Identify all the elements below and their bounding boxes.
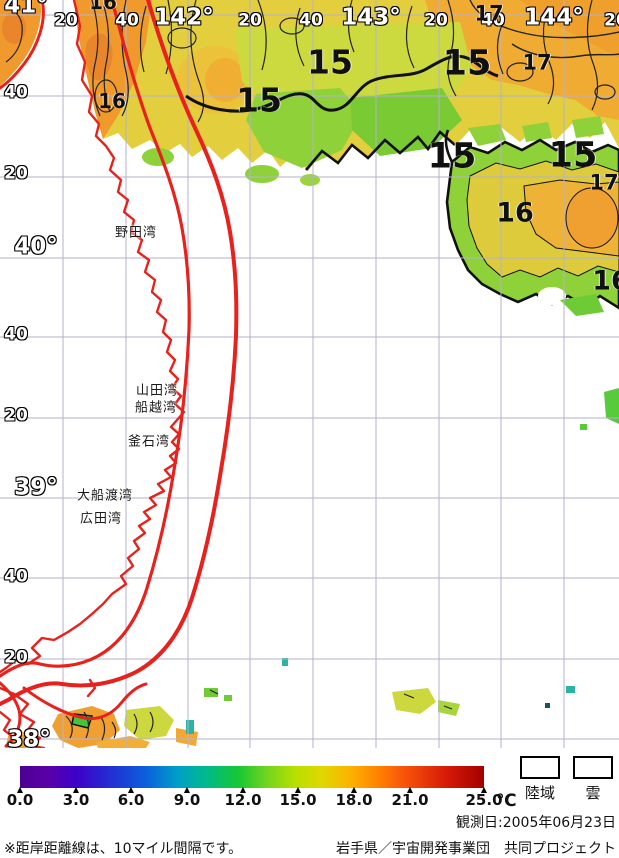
contour-value-label: 16 [592,265,619,297]
contour-value-label: 15 [442,43,492,84]
temperature-field [0,0,619,748]
contour-value-label: 16 [496,197,534,229]
longitude-label: 143° [341,4,401,31]
contour-value-label: 16 [89,0,117,14]
colorbar-tick-label: 6.0 [117,791,145,809]
latitude-label: 40 [4,82,28,103]
latitude-label: 41° [4,0,48,19]
map-legend: 陸域 雲 [520,756,619,802]
bay-name-label: 釜石湾 [127,434,171,450]
contour-value-label: 15 [548,135,598,176]
grid-lines [0,0,619,748]
tick-marker-icon: ▲ [16,785,24,794]
contour-value-label: 15 [427,136,477,177]
latitude-label: 20 [4,163,28,184]
bay-name-label: 山田湾 [135,383,179,399]
bay-name-label: 野田湾 [114,225,158,241]
latitude-label: 39° [14,474,58,501]
colorbar-tick-label: 21.0 [391,791,429,809]
tick-marker-icon: ▲ [350,785,358,794]
cloud-swatch [573,756,613,779]
temperature-contours [5,0,619,741]
cloud-label: 雲 [585,784,601,802]
colorbar-tick-label: 25.0 [465,791,503,809]
contour-value-label: 15 [236,80,282,120]
longitude-label: 20 [424,10,448,31]
contour-value-label: 17 [522,50,552,75]
tick-marker-icon: ▲ [72,785,80,794]
longitude-label: 40 [115,10,139,31]
latitude-label: 40 [4,566,28,587]
longitude-label: 20 [604,10,619,31]
colorbar-tick-label: 3.0 [62,791,90,809]
colorbar-tick-label: 18.0 [335,791,373,809]
bay-name-label: 大船渡湾 [76,488,134,504]
observation-date: 観測日:2005年06月23日 [456,815,616,831]
temperature-scale: ▲ 0.0 ▲ 3.0 ▲ 6.0 ▲ 9.0 ▲ 12.0 ▲ 15.0 ▲ 18.0 ▲ 21.0 ▲ 25.… [0,762,619,822]
longitude-label: 142° [154,4,214,31]
longitude-label: 20 [238,10,262,31]
land-label: 陸域 [524,784,555,802]
longitude-label: 144° [524,4,584,31]
colorbar-tick-label: 0.0 [6,791,34,809]
tick-marker-icon: ▲ [294,785,302,794]
tick-marker-icon: ▲ [239,785,247,794]
latitude-label: 40° [14,233,58,260]
longitude-label: 40 [481,10,505,31]
latitude-label: 40 [4,324,28,345]
tick-marker-icon: ▲ [183,785,191,794]
sst-map: 20 40 142° 20 40 143° 20 40 144° 20 41° 40 20 40° 40 20… [0,0,619,748]
colorbar-tick-label: 12.0 [224,791,262,809]
map-graphics [0,0,619,748]
map-labels: 20 40 142° 20 40 143° 20 40 144° 20 41° 40 20 40° 40 20… [4,0,619,748]
colorbar-tick-label: 15.0 [279,791,317,809]
colorbar-unit: ℃ [496,791,517,811]
longitude-label: 40 [299,10,323,31]
contour-value-label: 17 [589,170,619,195]
latitude-label: 38° [7,726,51,748]
credit-text: 岩手県／宇宙開発事業団 共同プロジェクト [336,841,616,857]
tick-marker-icon: ▲ [406,785,414,794]
contour-value-label: 17 [474,1,504,26]
tick-marker-icon: ▲ [127,785,135,794]
longitude-label: 20 [54,10,78,31]
footnote-text: ※距岸距離線は、10マイル間隔です。 [4,841,243,857]
colorbar-gradient [20,766,484,788]
bay-name-label: 広田湾 [79,511,123,527]
coast-distance-lines [0,0,239,748]
contour-value-label: 15 [307,42,353,82]
bay-name-label: 船越湾 [134,400,178,416]
legend-item-cloud: 雲 [573,756,613,803]
latitude-label: 20 [4,405,28,426]
colorbar-tick-label: 9.0 [173,791,201,809]
land-swatch [520,756,560,779]
legend-item-land: 陸域 [520,756,560,803]
contour-value-label: 16 [98,89,126,113]
tick-marker-icon: ▲ [480,785,488,794]
latitude-label: 20 [4,647,28,668]
